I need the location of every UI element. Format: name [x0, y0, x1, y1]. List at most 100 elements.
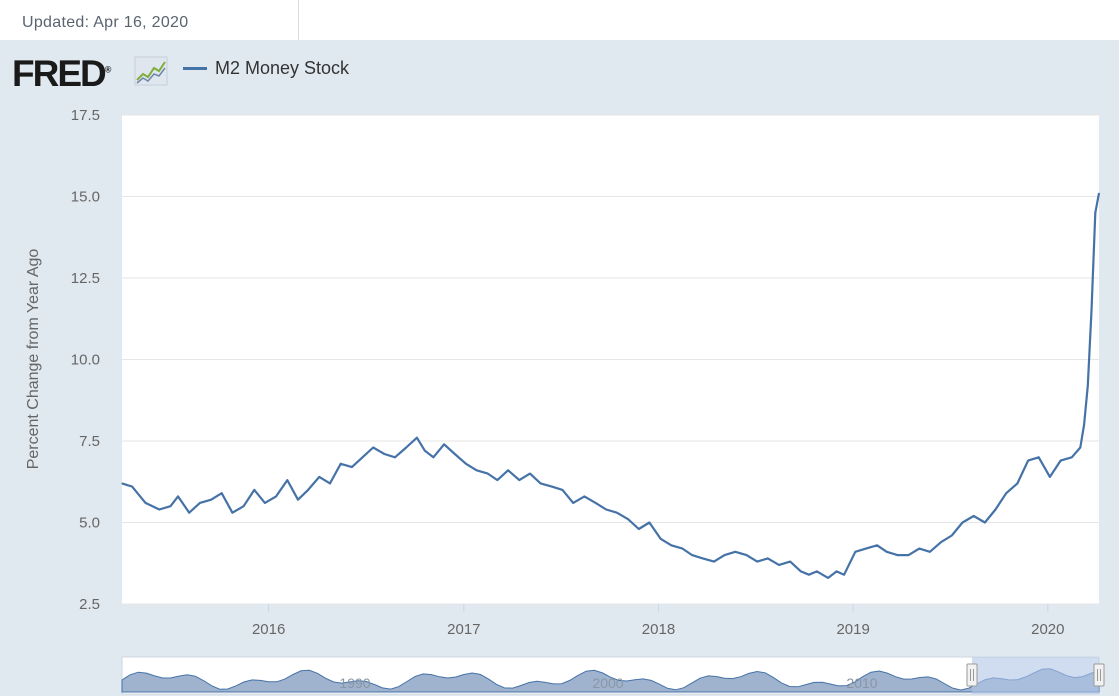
data-point [808, 574, 810, 576]
data-point [865, 547, 867, 550]
data-point [605, 508, 607, 511]
range-handle-icon [966, 663, 978, 687]
x-tick-label: 2017 [447, 621, 480, 638]
series-group[interactable] [121, 192, 1101, 580]
data-point [518, 479, 520, 481]
data-point [318, 476, 320, 478]
data-point [616, 512, 618, 514]
navigator-label: 1990 [339, 675, 370, 691]
data-point [734, 551, 736, 553]
x-axis: 2016 2017 2018 2019 2020 [252, 604, 1064, 638]
data-point [351, 466, 353, 468]
navigator-label: 2000 [592, 675, 623, 691]
data-point [756, 561, 758, 563]
data-point [713, 561, 715, 563]
data-point [1005, 492, 1007, 494]
y-axis-label: Percent Change from Year Ago [25, 249, 42, 470]
data-point [767, 557, 769, 559]
data-point [940, 541, 942, 543]
data-point [231, 512, 233, 514]
data-point [297, 499, 299, 501]
data-point [210, 499, 212, 501]
data-point [169, 505, 172, 507]
data-point [551, 486, 553, 488]
data-point [745, 554, 748, 556]
data-point [1083, 424, 1085, 426]
y-tick-label: 7.5 [79, 433, 100, 450]
fred-logo-registered: ® [104, 64, 112, 75]
data-point [529, 473, 531, 475]
data-point [876, 544, 878, 546]
data-point [253, 489, 255, 491]
data-point [1079, 446, 1081, 449]
data-point [476, 469, 478, 471]
y-tick-label: 15.0 [71, 189, 100, 206]
data-point [405, 446, 407, 449]
series-line[interactable] [121, 192, 1101, 580]
data-point [416, 437, 418, 439]
x-tick-label: 2016 [252, 621, 285, 638]
navigator-selection[interactable] [972, 657, 1099, 694]
data-point [896, 554, 899, 556]
data-point [778, 564, 780, 566]
data-point [372, 446, 374, 449]
header-bar: Updated: Apr 16, 2020 [0, 0, 1119, 40]
data-point [158, 508, 160, 511]
y-tick-label: 10.0 [71, 352, 100, 369]
data-point [144, 502, 147, 504]
data-point [691, 554, 693, 556]
data-point [221, 492, 223, 494]
legend-label: M2 Money Stock [215, 58, 350, 78]
data-point [984, 521, 986, 524]
data-point [1049, 476, 1051, 478]
data-point [800, 570, 802, 573]
data-point [836, 570, 838, 573]
data-point [1060, 459, 1062, 462]
navigator-axis: 1990 2000 2010 [339, 675, 877, 691]
data-point [827, 577, 829, 579]
x-tick-label: 2020 [1031, 621, 1064, 638]
x-tick-label: 2019 [836, 621, 869, 638]
data-point [973, 515, 975, 517]
header-divider [298, 0, 299, 40]
x-tick-label: 2018 [642, 621, 675, 638]
data-point [929, 551, 931, 553]
range-handle-icon [1093, 663, 1105, 687]
data-point [1094, 212, 1096, 214]
data-point [424, 450, 426, 452]
data-point [275, 495, 277, 498]
data-point [340, 463, 342, 465]
range-handle-right[interactable] [1093, 663, 1105, 687]
legend[interactable]: M2 Money Stock [183, 58, 349, 79]
data-point [1071, 456, 1073, 458]
data-point [886, 551, 888, 553]
data-point [487, 473, 489, 475]
data-point [507, 469, 509, 471]
data-point [908, 554, 910, 556]
navigator[interactable]: 1990 2000 2010 [121, 656, 1105, 695]
fred-logo[interactable]: FRED® [12, 53, 111, 95]
data-point [496, 479, 499, 481]
data-point [638, 528, 640, 530]
y-tick-label: 5.0 [79, 515, 100, 532]
data-point [383, 453, 385, 455]
data-point [789, 561, 791, 563]
range-handle-left[interactable] [966, 663, 978, 687]
fred-logo-text: FRED [12, 53, 107, 94]
data-point [918, 547, 920, 550]
data-point [572, 502, 574, 504]
data-point [594, 502, 597, 504]
data-point [660, 538, 662, 540]
data-point [816, 570, 818, 573]
y-tick-label: 17.5 [71, 107, 100, 124]
data-point [1087, 384, 1089, 387]
data-point [454, 453, 456, 455]
navigator-series [121, 668, 1100, 693]
legend-swatch [183, 67, 207, 70]
data-point [242, 505, 245, 507]
grid-lines [122, 114, 1099, 605]
data-point [329, 482, 331, 484]
data-point [1016, 482, 1019, 484]
data-point [994, 508, 997, 511]
